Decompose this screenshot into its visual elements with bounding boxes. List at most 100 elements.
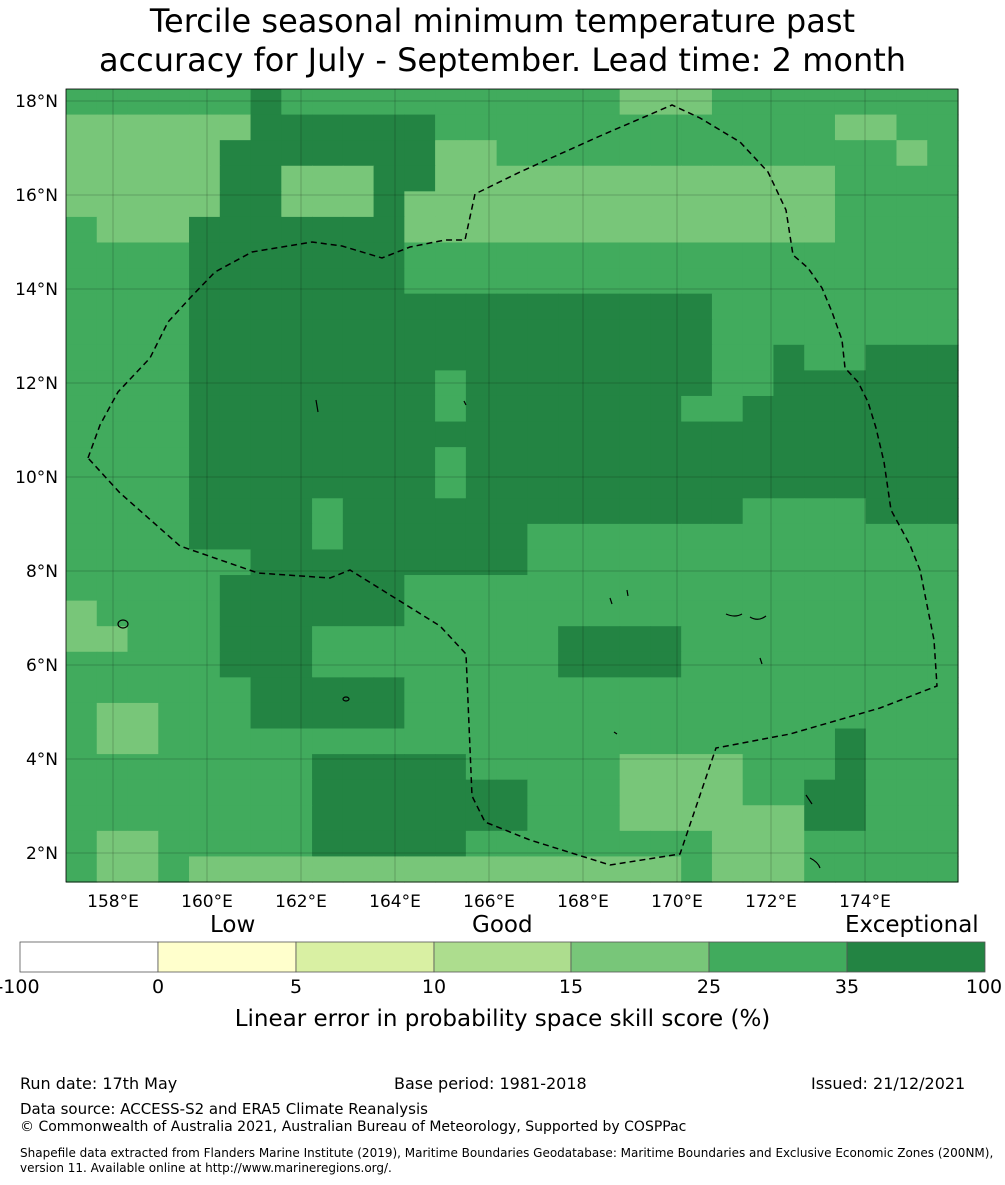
grid-cell bbox=[465, 626, 498, 653]
grid-cell bbox=[96, 268, 129, 295]
grid-cell bbox=[496, 702, 528, 730]
grid-cell bbox=[619, 165, 652, 192]
grid-cell bbox=[681, 600, 713, 627]
grid-cell bbox=[66, 268, 98, 295]
grid-cell bbox=[834, 268, 867, 295]
grid-cell bbox=[435, 575, 467, 602]
grid-cell bbox=[404, 447, 436, 474]
grid-cell bbox=[496, 600, 528, 627]
grid-cell bbox=[189, 856, 221, 883]
grid-cell bbox=[66, 575, 98, 602]
grid-cell bbox=[373, 754, 405, 781]
grid-cell bbox=[189, 626, 221, 653]
longitude-label: 166°E bbox=[463, 892, 515, 912]
grid-cell bbox=[158, 370, 190, 397]
grid-cell bbox=[496, 779, 528, 806]
grid-cell bbox=[158, 165, 190, 192]
grid-cell bbox=[711, 779, 744, 806]
grid-cell bbox=[189, 191, 221, 218]
grid-cell bbox=[465, 268, 498, 295]
longitude-label: 172°E bbox=[745, 892, 797, 912]
grid-cell bbox=[66, 498, 98, 525]
grid-cell bbox=[773, 728, 805, 755]
grid-cell bbox=[312, 754, 344, 781]
grid-cell bbox=[373, 191, 405, 218]
grid-cell bbox=[66, 549, 98, 576]
grid-cell bbox=[96, 421, 129, 448]
grid-cell bbox=[465, 651, 498, 678]
grid-cell bbox=[435, 242, 467, 269]
grid-cell bbox=[742, 165, 775, 192]
grid-cell bbox=[834, 856, 867, 883]
grid-cell bbox=[127, 472, 159, 499]
colorbar-tick: 25 bbox=[696, 976, 722, 998]
grid-cell bbox=[373, 344, 405, 371]
grid-cell bbox=[465, 677, 498, 704]
grid-cell bbox=[127, 140, 159, 167]
grid-cell bbox=[896, 856, 928, 883]
grid-cell bbox=[650, 728, 682, 755]
grid-cell bbox=[96, 754, 129, 781]
grid-cell bbox=[189, 293, 221, 320]
grid-cell bbox=[834, 651, 867, 678]
grid-cell bbox=[465, 447, 498, 474]
grid-cell bbox=[804, 319, 836, 346]
grid-cell bbox=[127, 626, 159, 653]
grid-cell bbox=[281, 600, 313, 627]
grid-cell bbox=[404, 523, 436, 551]
grid-cell bbox=[588, 140, 621, 167]
grid-cell bbox=[96, 319, 129, 346]
grid-cell bbox=[896, 242, 928, 269]
grid-cell bbox=[773, 319, 805, 346]
grid-cell bbox=[219, 523, 252, 551]
grid-cell bbox=[527, 421, 559, 448]
grid-cell bbox=[219, 626, 252, 653]
longitude-label: 160°E bbox=[181, 892, 233, 912]
grid-cell bbox=[250, 344, 282, 371]
grid-cell bbox=[681, 523, 713, 551]
grid-cell bbox=[465, 216, 498, 244]
grid-cell bbox=[219, 140, 252, 167]
grid-cell bbox=[711, 293, 744, 320]
grid-cell bbox=[342, 728, 375, 755]
grid-cell bbox=[619, 242, 652, 269]
grid-cell bbox=[250, 779, 282, 806]
grid-cell bbox=[250, 319, 282, 346]
grid-cell bbox=[127, 523, 159, 551]
grid-cell bbox=[66, 165, 98, 192]
grid-cell bbox=[711, 319, 744, 346]
grid-cell bbox=[127, 242, 159, 269]
grid-cell bbox=[558, 344, 590, 371]
grid-cell bbox=[435, 779, 467, 806]
grid-cell bbox=[496, 447, 528, 474]
grid-cell bbox=[619, 472, 652, 499]
grid-cell bbox=[219, 216, 252, 244]
grid-cell bbox=[773, 600, 805, 627]
grid-cell bbox=[588, 319, 621, 346]
latitude-label: 16°N bbox=[15, 186, 58, 206]
grid-cell bbox=[373, 421, 405, 448]
colorbar-swatch bbox=[846, 941, 986, 973]
grid-cell bbox=[896, 498, 928, 525]
colorbar-tick: 100 bbox=[965, 976, 1003, 998]
grid-cell bbox=[527, 344, 559, 371]
grid-cell bbox=[773, 575, 805, 602]
grid-cell bbox=[804, 191, 836, 218]
grid-cell bbox=[435, 191, 467, 218]
grid-cell bbox=[804, 600, 836, 627]
grid-cell bbox=[219, 472, 252, 499]
longitude-label: 168°E bbox=[557, 892, 609, 912]
grid-cell bbox=[465, 600, 498, 627]
grid-cell bbox=[465, 702, 498, 730]
grid-cell bbox=[496, 472, 528, 499]
grid-cell bbox=[527, 626, 559, 653]
grid-cell bbox=[342, 114, 375, 141]
grid-cell bbox=[865, 370, 898, 397]
grid-cell bbox=[527, 191, 559, 218]
grid-cell bbox=[435, 805, 467, 832]
grid-cell bbox=[250, 140, 282, 167]
grid-cell bbox=[373, 626, 405, 653]
grid-cell bbox=[558, 626, 590, 653]
grid-cell bbox=[127, 830, 159, 858]
grid-cell bbox=[312, 575, 344, 602]
